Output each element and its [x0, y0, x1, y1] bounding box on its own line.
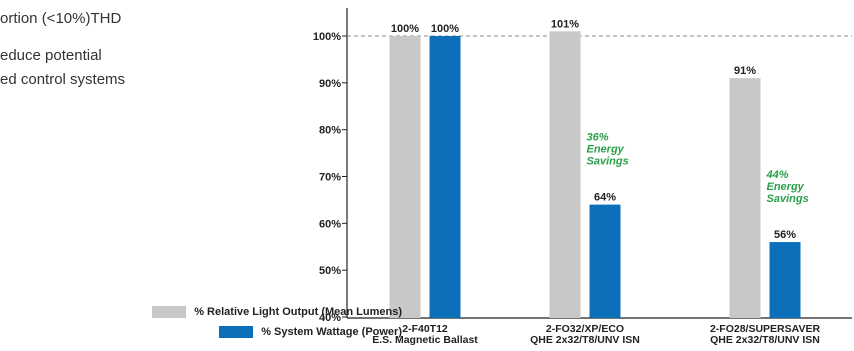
x-category-label: QHE 2x32/T8/UNV ISN: [530, 334, 640, 346]
energy-savings-annotation: 44%: [766, 169, 789, 181]
energy-savings-annotation: Savings: [587, 156, 629, 168]
bar-data-label: 101%: [551, 18, 579, 30]
y-tick-label: 50%: [319, 265, 341, 277]
bar-system-wattage: [769, 242, 801, 318]
bar-data-label: 91%: [734, 65, 756, 77]
bar-data-label: 64%: [594, 192, 616, 204]
legend-label-light-output: % Relative Light Output (Mean Lumens): [194, 306, 402, 318]
legend-swatch-system-wattage: [219, 326, 254, 338]
bar-data-label: 56%: [774, 229, 796, 241]
x-category-label: 2-FO28/SUPERSAVER: [710, 323, 821, 335]
bar-light-output: [549, 31, 581, 319]
legend-item-light-output: % Relative Light Output (Mean Lumens): [152, 302, 402, 322]
y-tick-label: 80%: [319, 125, 341, 137]
energy-savings-annotation: Energy: [587, 144, 625, 156]
y-tick-label: 40%: [319, 312, 341, 324]
bar-system-wattage: [589, 204, 621, 318]
bar-data-label: 100%: [391, 23, 419, 35]
energy-savings-annotation: 36%: [587, 132, 609, 144]
y-tick-label: 70%: [319, 172, 341, 184]
y-tick-label: 60%: [319, 218, 341, 230]
bar-system-wattage: [429, 36, 461, 318]
left-text-line-1: ortion (<10%)THD: [0, 10, 122, 27]
bar-light-output: [729, 78, 761, 319]
y-tick-label: 90%: [319, 78, 341, 90]
energy-savings-annotation: Energy: [767, 181, 805, 193]
left-text-line-2: educe potential: [0, 47, 102, 64]
energy-savings-annotation: Savings: [767, 193, 809, 205]
bar-data-label: 100%: [431, 23, 459, 35]
x-category-label: E.S. Magnetic Ballast: [372, 334, 478, 346]
bar-light-output: [389, 36, 421, 318]
x-category-label: 2-F40T12: [402, 323, 448, 335]
left-text-line-3: ed control systems: [0, 71, 126, 88]
legend-item-system-wattage: % System Wattage (Power): [219, 322, 402, 342]
x-category-label: QHE 2x32/T8/UNV ISN: [710, 334, 820, 346]
x-category-label: 2-FO32/XP/ECO: [546, 323, 624, 335]
legend-swatch-light-output: [152, 306, 187, 318]
y-tick-label: 100%: [313, 31, 341, 43]
legend-label-system-wattage: % System Wattage (Power): [261, 326, 402, 338]
